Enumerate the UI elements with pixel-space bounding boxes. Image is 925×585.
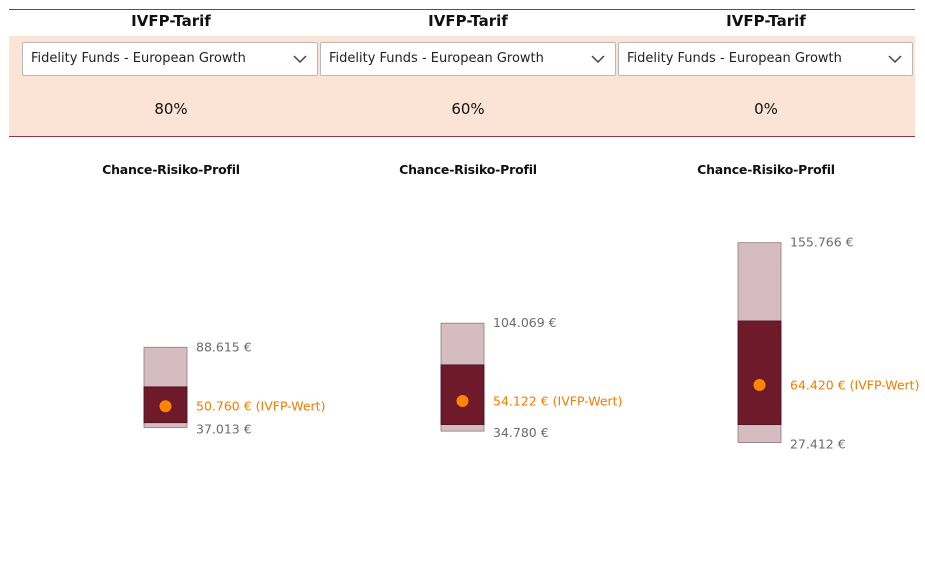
- fund-select-1[interactable]: Fidelity Funds - European Growth: [22, 42, 318, 76]
- chevron-down-icon: [591, 55, 605, 64]
- range-bar-core: [737, 320, 782, 425]
- column-header-1: IVFP-Tarif: [131, 12, 211, 30]
- ivfp-value-label: 64.420 € (IVFP-Wert): [790, 377, 919, 392]
- chart-title-2: Chance-Risiko-Profil: [399, 162, 537, 177]
- top-divider: [9, 9, 915, 10]
- chart-title-3: Chance-Risiko-Profil: [697, 162, 835, 177]
- fund-select-value: Fidelity Funds - European Growth: [329, 51, 544, 66]
- max-value-label: 88.615 €: [196, 339, 252, 354]
- fund-select-value: Fidelity Funds - European Growth: [627, 51, 842, 66]
- column-header-3: IVFP-Tarif: [726, 12, 806, 30]
- allocation-percent-2: 60%: [451, 100, 485, 118]
- max-value-label: 155.766 €: [790, 235, 854, 250]
- chevron-down-icon: [293, 55, 307, 64]
- ivfp-value-dot: [159, 400, 172, 413]
- fund-select-value: Fidelity Funds - European Growth: [31, 51, 246, 66]
- ivfp-value-dot: [753, 378, 766, 391]
- allocation-percent-1: 80%: [154, 100, 188, 118]
- column-header-2: IVFP-Tarif: [428, 12, 508, 30]
- chevron-down-icon: [888, 55, 902, 64]
- ivfp-value-dot: [456, 394, 469, 407]
- max-value-label: 104.069 €: [493, 315, 557, 330]
- range-bar-core: [440, 364, 485, 425]
- min-value-label: 34.780 €: [493, 425, 549, 440]
- min-value-label: 27.412 €: [790, 437, 846, 452]
- fund-select-2[interactable]: Fidelity Funds - European Growth: [320, 42, 616, 76]
- ivfp-value-label: 50.760 € (IVFP-Wert): [196, 399, 325, 414]
- fund-select-3[interactable]: Fidelity Funds - European Growth: [618, 42, 913, 76]
- min-value-label: 37.013 €: [196, 422, 252, 437]
- chart-title-1: Chance-Risiko-Profil: [102, 162, 240, 177]
- ivfp-value-label: 54.122 € (IVFP-Wert): [493, 393, 622, 408]
- allocation-percent-3: 0%: [754, 100, 778, 118]
